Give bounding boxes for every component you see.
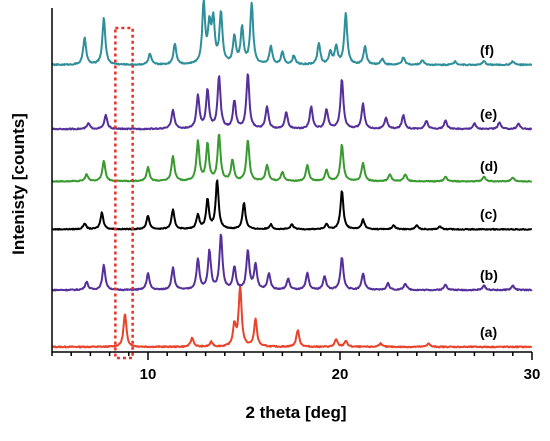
- y-axis-title: Intenisty [counts]: [9, 113, 28, 255]
- x-tick-label: 30: [524, 366, 541, 383]
- series-line-d: [51, 133, 533, 183]
- series-labels: (a) (b) (c) (d) (e) (f): [480, 42, 498, 340]
- x-tick-label: 20: [332, 366, 349, 383]
- chart-traces: [51, 0, 533, 349]
- series-label: (f): [480, 42, 494, 58]
- series-line-b: [51, 233, 533, 292]
- series-line-c: [51, 179, 533, 231]
- x-tick-label: 10: [140, 366, 157, 383]
- x-axis-title: 2 theta [deg]: [245, 403, 346, 422]
- series-line-f: [51, 0, 533, 67]
- series-label: (a): [480, 324, 497, 340]
- series-line-a: [51, 284, 533, 349]
- series-label: (c): [480, 206, 497, 222]
- x-axis-ticks: 10 20 30: [51, 352, 541, 383]
- series-label: (d): [480, 158, 498, 174]
- series-label: (b): [480, 267, 498, 283]
- series-line-e: [51, 73, 533, 131]
- highlight-box: [114, 26, 134, 360]
- series-label: (e): [480, 106, 497, 122]
